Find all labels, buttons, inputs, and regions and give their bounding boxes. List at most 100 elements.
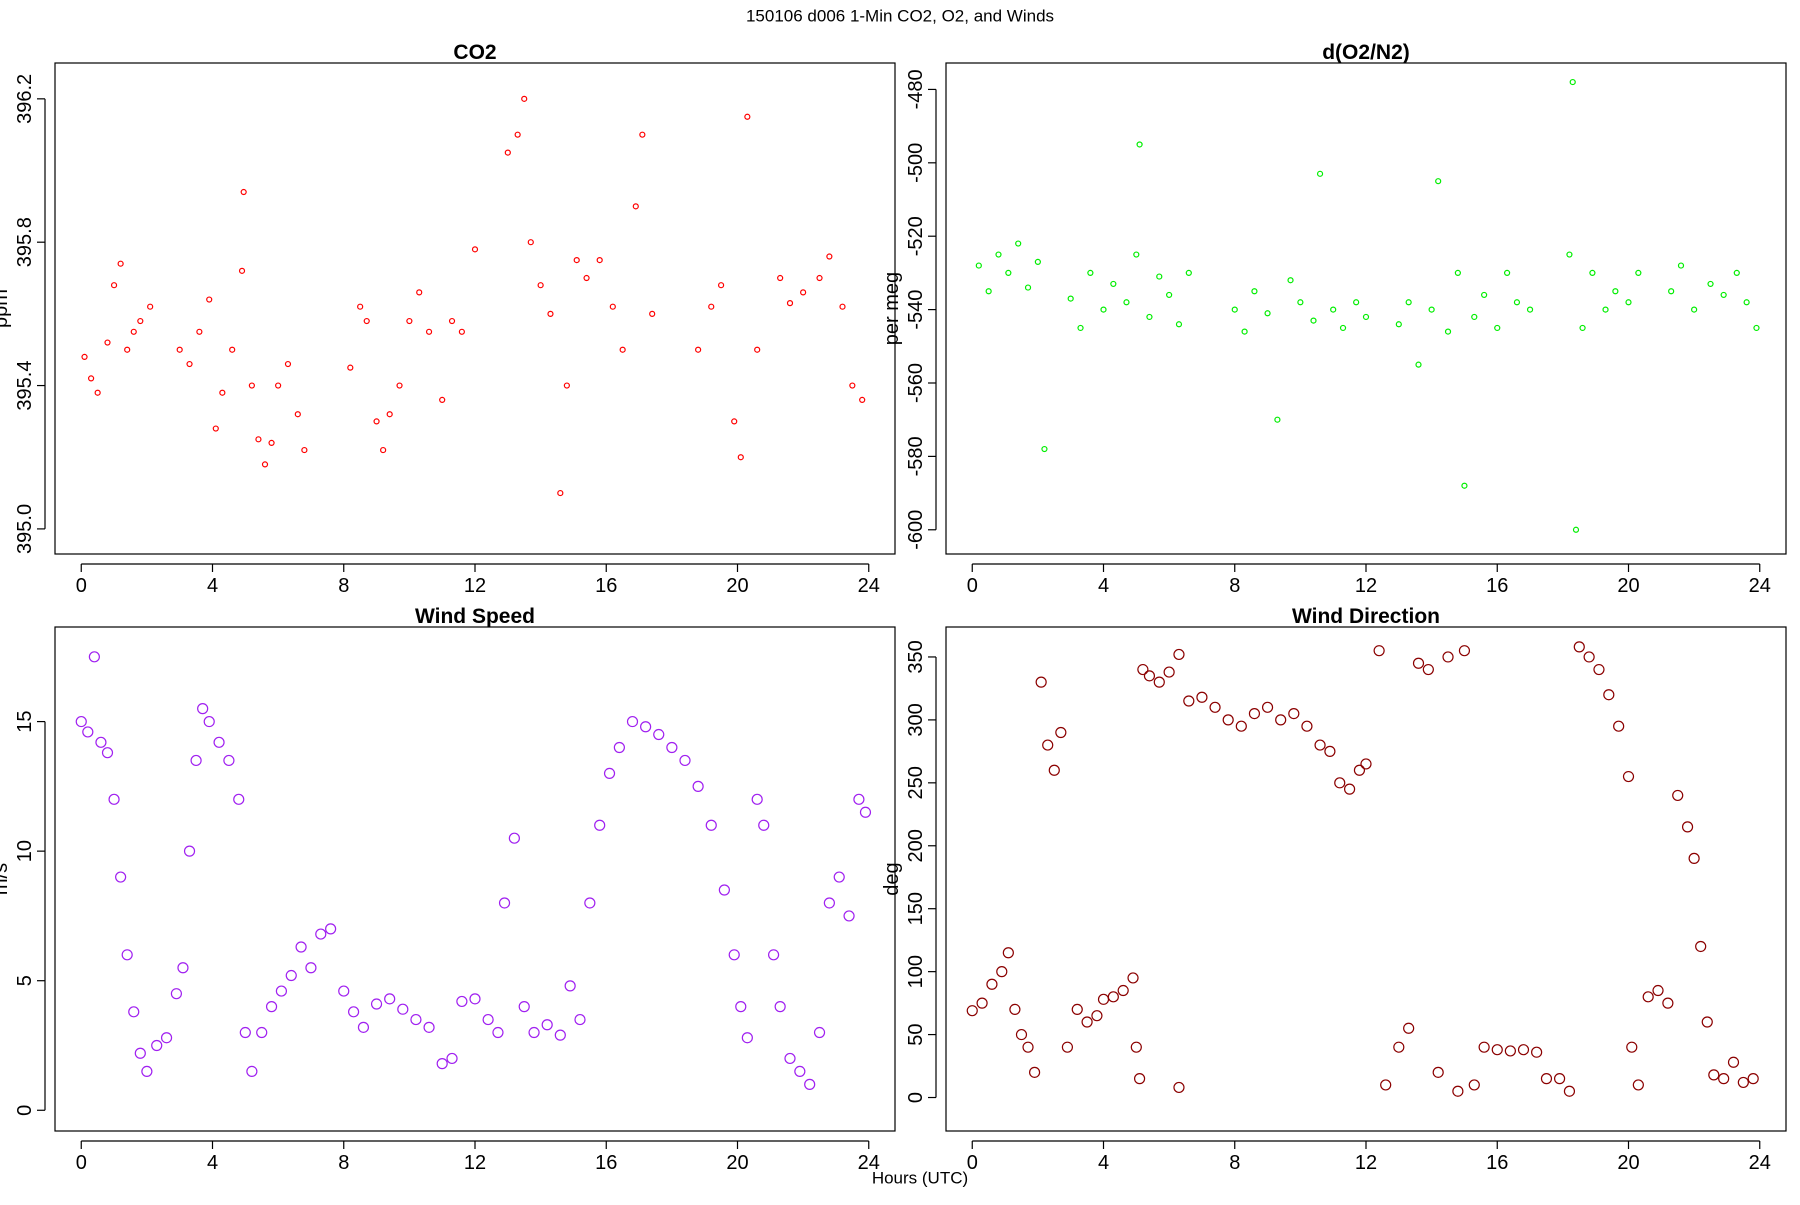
point [1373,645,1385,657]
point [363,317,370,325]
point [564,980,576,992]
y-tick-label: 396.2 [14,74,36,124]
point [1442,651,1454,663]
point [265,1001,278,1013]
point [75,715,87,728]
point [1041,445,1048,453]
point [1707,280,1714,288]
point [406,317,413,325]
point [347,364,354,371]
plot-frame [54,62,896,555]
point [692,780,704,792]
point [816,274,823,282]
point [1107,991,1119,1003]
point [1241,328,1248,335]
point [859,806,872,818]
point [212,425,219,432]
point [469,993,481,1005]
x-tick-label: 24 [1749,575,1771,597]
point [1603,689,1615,701]
point [527,239,534,246]
point [137,317,144,325]
point [386,411,393,418]
y-tick-label: 395.0 [14,504,36,554]
point [87,375,95,382]
point [839,303,846,310]
point [1626,1041,1638,1053]
y-tick-label: -480 [905,69,927,109]
point [784,1052,796,1065]
point [833,871,845,883]
point [186,360,193,368]
point [653,728,665,741]
figure-title: 150106 d006 1-Min CO2, O2, and Winds [746,6,1054,25]
point [1403,1022,1415,1034]
point [718,884,730,896]
x-tick-label: 20 [726,575,748,597]
point [986,978,998,990]
point [115,871,127,883]
point [1395,321,1402,328]
y-tick-label: 50 [905,1023,927,1045]
point [423,1021,435,1033]
x-tick-label: 0 [967,575,978,597]
point [380,446,387,454]
point [357,1021,370,1033]
point [849,382,856,389]
point [284,360,292,368]
point [301,446,308,454]
x-axis-label: Hours (UTC) [872,1168,968,1187]
x-tick-label: 12 [464,575,486,597]
point [508,832,520,844]
point [197,703,209,715]
y-axis-label: deg [881,862,903,895]
y-tick-label: -600 [905,510,927,550]
point [1117,984,1129,997]
y-tick-label: 0 [14,1105,36,1116]
x-tick-label: 24 [858,1152,880,1174]
point [1362,313,1370,321]
point [1123,299,1130,306]
y-tick-label: 395.8 [14,217,36,267]
point [458,328,465,335]
point [1681,821,1694,833]
point [1737,1076,1749,1089]
point [1553,1073,1566,1085]
point [1166,291,1173,299]
x-tick-label: 20 [726,1152,748,1174]
x-tick-label: 16 [595,575,617,597]
point [471,246,479,253]
point [177,962,189,974]
point [1672,789,1684,802]
point [1662,997,1674,1009]
x-tick-label: 4 [207,1152,218,1174]
point [1156,273,1163,280]
point [238,267,246,274]
plot-frame [945,62,1787,555]
point [1034,258,1041,265]
point [1248,708,1261,720]
point [1251,288,1258,295]
point [1708,1069,1720,1081]
point [708,303,715,310]
point [1593,663,1605,676]
point [1143,670,1156,682]
y-axis-label: m/s [0,863,12,895]
point [134,1047,146,1059]
point [1015,240,1022,247]
point [804,1078,816,1090]
point [373,418,380,425]
x-tick-label: 12 [464,1152,486,1174]
point [203,715,215,728]
point [1235,720,1247,732]
y-tick-label: -520 [905,216,927,256]
point [1461,482,1468,489]
point [223,754,235,767]
x-tick-label: 12 [1355,575,1377,597]
point [1612,288,1619,295]
point [584,897,596,909]
point [609,303,616,310]
point [541,1019,553,1031]
x-tick-label: 4 [1098,575,1109,597]
point [1701,1016,1713,1028]
